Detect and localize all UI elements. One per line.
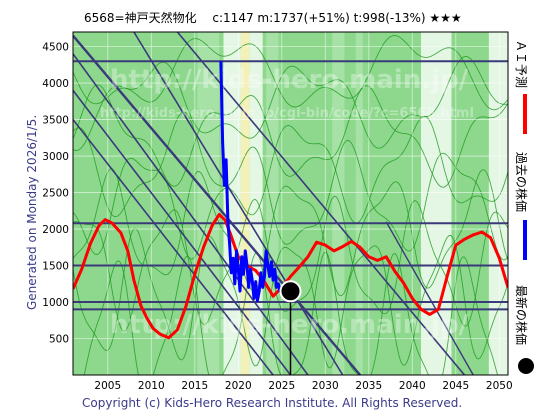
background-band	[421, 32, 452, 375]
data-series	[73, 61, 508, 340]
background-band	[240, 32, 250, 375]
legend-ai-forecast-swatch	[523, 94, 527, 134]
trend-lines	[73, 32, 474, 375]
trend-line	[385, 221, 474, 375]
y-tick-label: 500	[49, 334, 69, 346]
plot-frame	[72, 31, 509, 376]
x-tick-label: 2030	[312, 380, 339, 392]
x-tick-label: 2010	[138, 380, 165, 392]
trend-line	[73, 119, 274, 375]
x-tick-label: 2050	[486, 380, 513, 392]
green-oscillation-line	[73, 139, 508, 261]
legend-ai-forecast-label: ＡＩ予測	[514, 40, 528, 88]
y-axis-ticks: 500 1000 1500 2000 2500 3000 3500 4000 4500	[42, 42, 69, 346]
y-tick-label: 4500	[42, 42, 69, 54]
watermark-line1: http://kids-hero.main.jp/	[110, 65, 469, 95]
y-tick-label: 1000	[42, 297, 69, 309]
x-tick-label: 2015	[181, 380, 208, 392]
legend-past-price-swatch	[523, 220, 527, 260]
legend-latest-price-swatch	[518, 358, 534, 374]
background-band	[223, 32, 241, 375]
legend: ＡＩ予測 過去の株価 最新の株価	[514, 40, 534, 374]
x-axis-ticks: 2005 2010 2015 2020 2025 2030 2035 2040 2045 2050	[94, 380, 512, 392]
trend-line	[176, 32, 466, 375]
latest-marker-group	[279, 280, 302, 375]
x-tick-label: 2045	[442, 380, 469, 392]
background-band	[355, 32, 363, 375]
green-oscillation-line	[73, 35, 508, 111]
x-tick-label: 2005	[94, 380, 121, 392]
series-ai-forecast-line	[73, 212, 508, 340]
trend-line	[73, 53, 309, 375]
y-tick-label: 3000	[42, 151, 69, 163]
x-tick-label: 2025	[268, 380, 295, 392]
plot-area: http://kids-hero.main.jp/ http://kids-he…	[73, 32, 508, 375]
generated-label: Generated on Monday 2026/1/5.	[25, 115, 39, 310]
copyright-footer: Copyright (c) Kids-Hero Research Institu…	[82, 396, 462, 410]
series-past-price-line	[219, 61, 292, 303]
trend-line	[73, 89, 292, 375]
y-tick-label: 4000	[42, 78, 69, 90]
x-tick-label: 2035	[355, 380, 382, 392]
y-tick-label: 1500	[42, 261, 69, 273]
legend-latest-price-label: 最新の株価	[514, 285, 529, 345]
y-tick-label: 2500	[42, 188, 69, 200]
chart-title: 6568=神戸天然物化 c:1147 m:1737(+51%) t:998(-1…	[84, 10, 462, 25]
legend-past-price-label: 過去の株価	[514, 152, 529, 212]
latest-price-marker	[279, 280, 302, 303]
y-tick-label: 2000	[42, 224, 69, 236]
green-oscillation-line	[73, 56, 508, 151]
x-tick-label: 2020	[225, 380, 252, 392]
y-tick-label: 3500	[42, 115, 69, 127]
background-band	[197, 32, 220, 375]
x-tick-label: 2040	[399, 380, 426, 392]
green-oscillation-line	[73, 228, 508, 369]
green-oscillation-line	[73, 111, 508, 224]
green-oscillation-line	[73, 84, 508, 188]
trend-line	[133, 32, 344, 375]
watermark-line2: http://kids-hero.main.jp/cgi-bin/code/?c…	[100, 106, 474, 121]
trend-line	[73, 34, 362, 375]
